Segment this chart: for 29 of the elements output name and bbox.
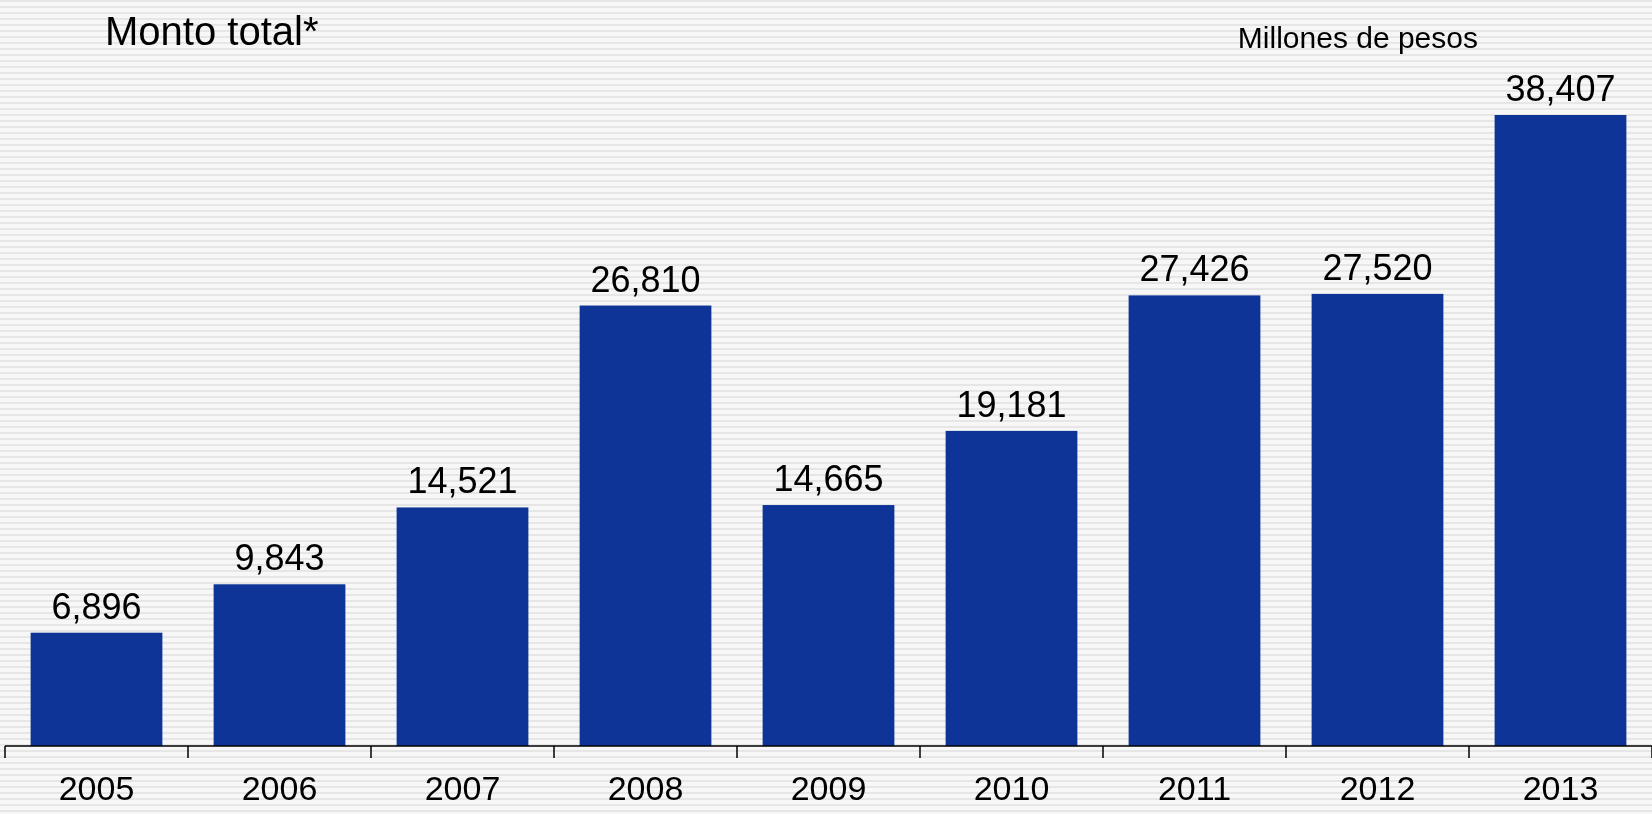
x-tick-label: 2011 xyxy=(1157,769,1232,807)
bar xyxy=(579,305,712,746)
bar xyxy=(1494,115,1627,746)
bar xyxy=(1311,293,1444,746)
x-tick-label: 2005 xyxy=(58,769,135,807)
bar xyxy=(1128,295,1261,746)
x-tick-label: 2009 xyxy=(790,769,867,807)
data-label: 14,665 xyxy=(773,458,884,500)
bar xyxy=(945,430,1078,746)
x-tick-label: 2007 xyxy=(424,769,501,807)
bar xyxy=(396,507,529,746)
text: Millones de pesos xyxy=(1237,21,1478,54)
data-label: 27,520 xyxy=(1322,246,1433,288)
bar xyxy=(762,505,895,746)
x-tick-label: 2008 xyxy=(607,769,684,807)
data-label: 14,521 xyxy=(407,460,518,502)
data-label: 27,426 xyxy=(1139,248,1250,290)
data-label: 9,843 xyxy=(234,537,325,579)
chart-title: Monto total* xyxy=(105,9,319,53)
data-label: 19,181 xyxy=(956,383,1067,425)
data-label: 6,896 xyxy=(51,585,142,627)
x-tick-label: 2006 xyxy=(241,769,318,807)
data-label: 38,407 xyxy=(1505,68,1616,109)
bar xyxy=(213,584,346,746)
x-tick-label: 2010 xyxy=(973,769,1050,807)
x-tick-label: 2012 xyxy=(1339,769,1416,807)
data-label: 26,810 xyxy=(590,258,701,300)
x-tick-label: 2013 xyxy=(1522,769,1599,807)
bar xyxy=(30,632,163,746)
